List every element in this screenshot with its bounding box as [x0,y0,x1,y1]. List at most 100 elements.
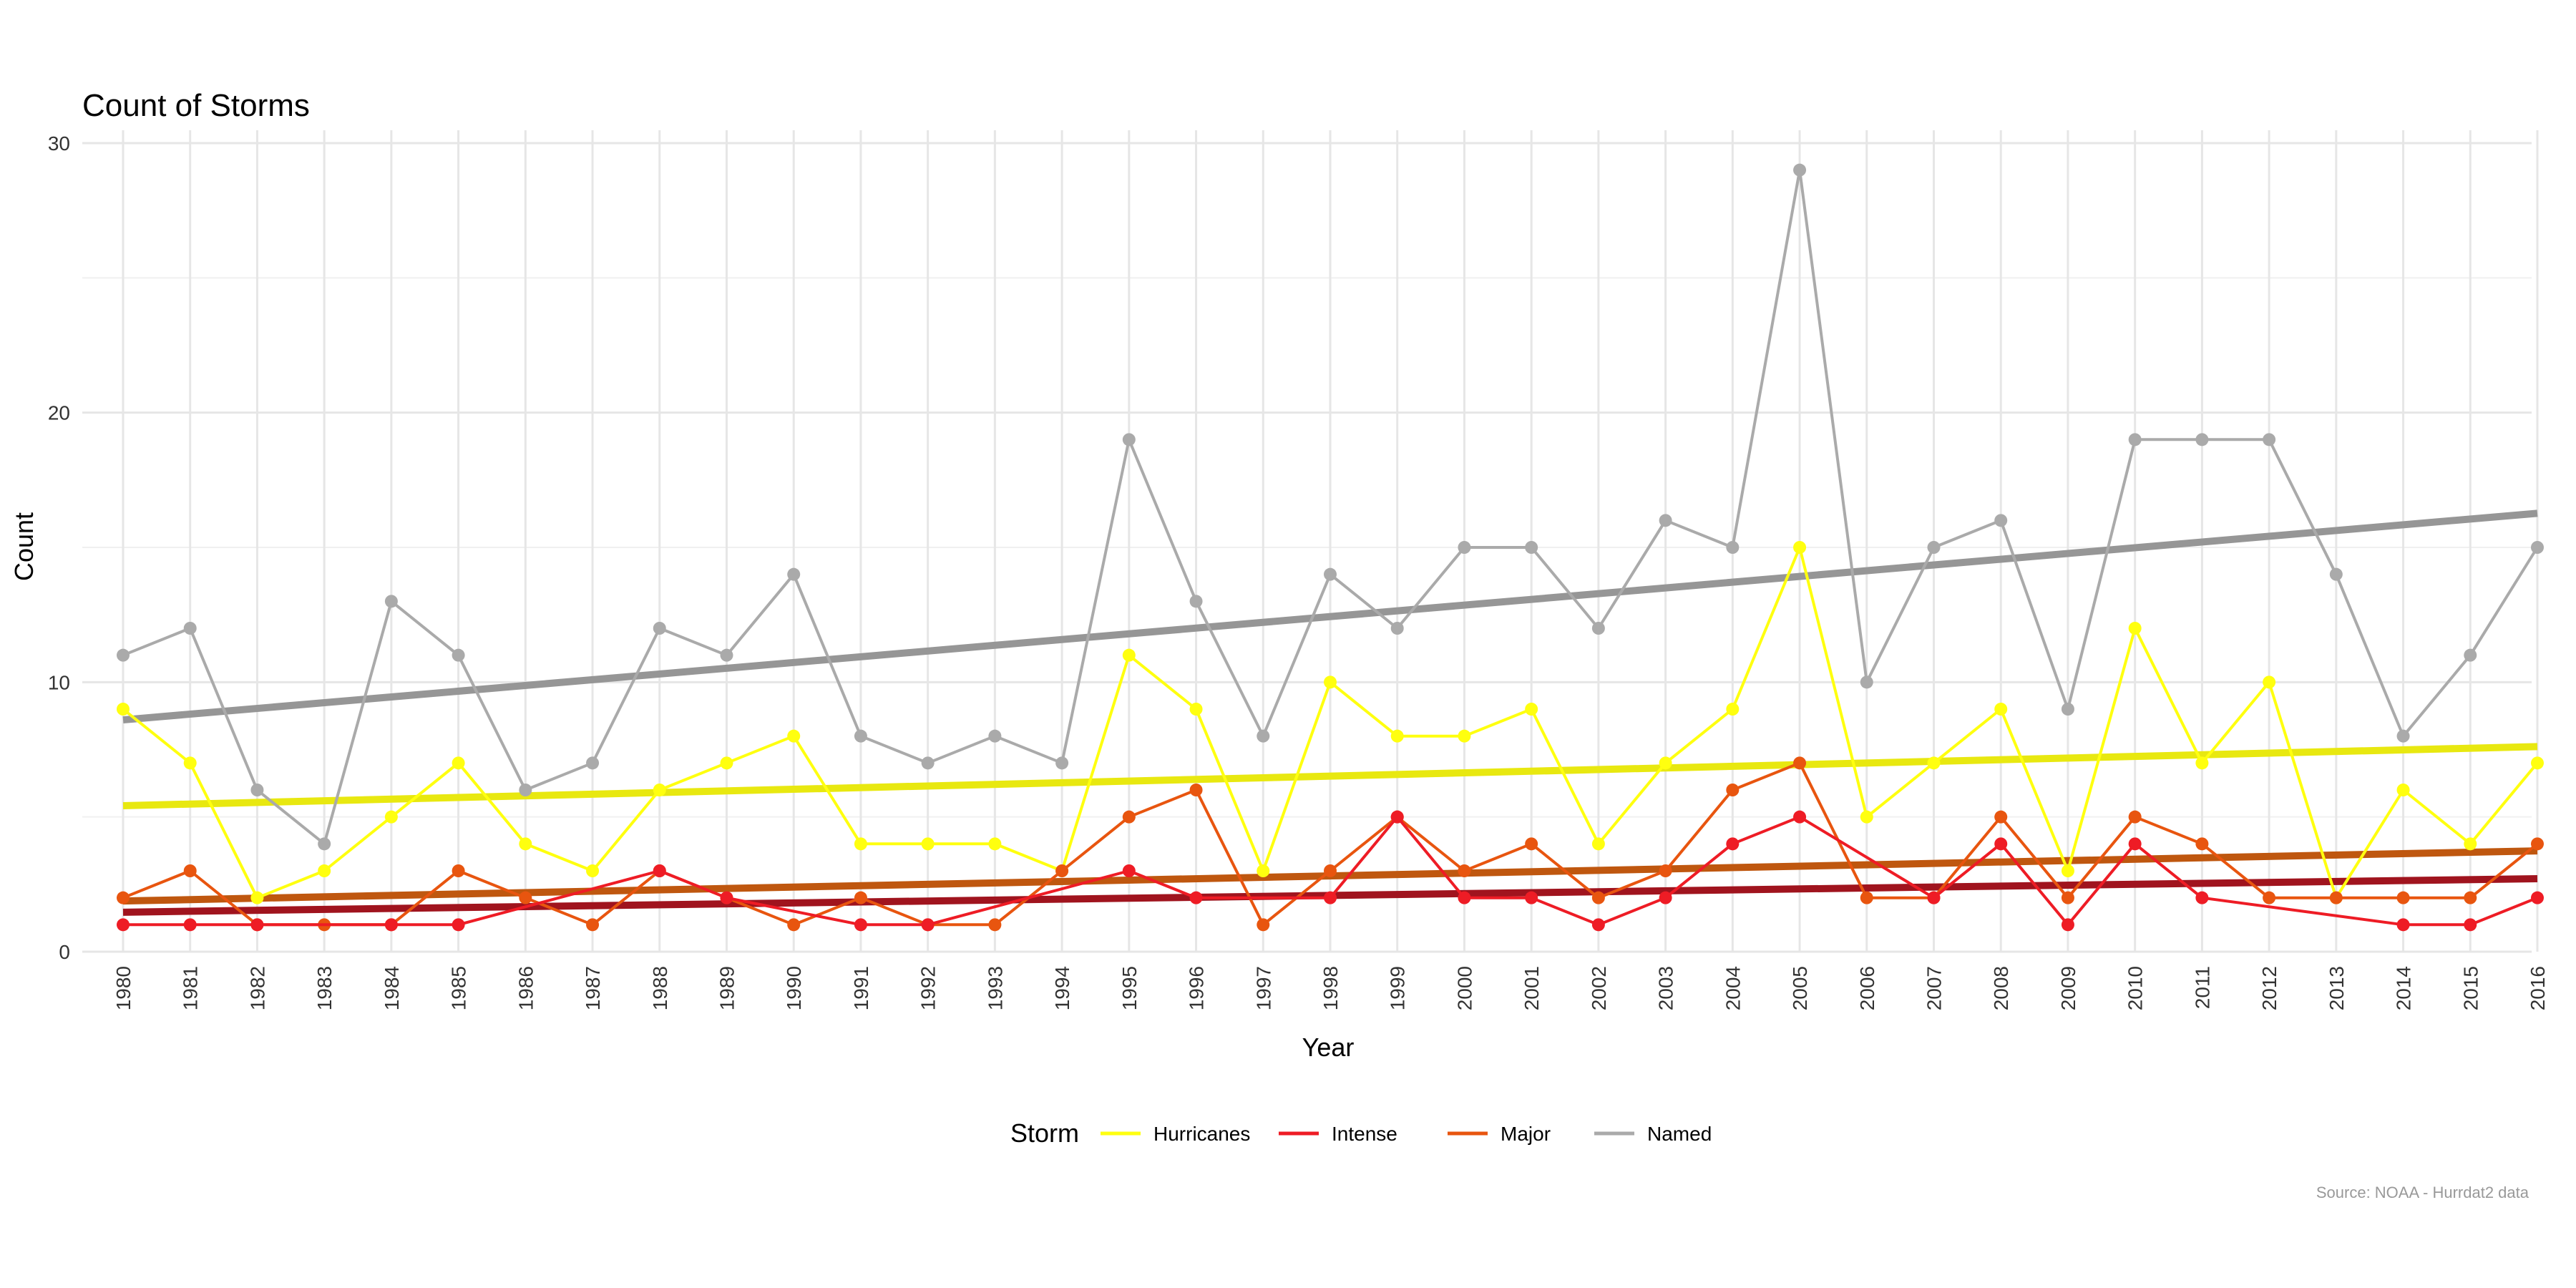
data-point-hurricanes [1726,703,1740,716]
y-tick-label: 0 [59,941,70,963]
data-point-named [2464,648,2477,662]
x-tick-label: 1983 [313,966,336,1010]
data-point-named [1122,433,1136,447]
data-point-intense [1390,810,1404,824]
x-tick-label: 1988 [649,966,671,1010]
x-tick-label: 2007 [1923,966,1946,1010]
data-point-hurricanes [1860,810,1873,824]
y-axis-ticks: 0 10 20 30 [48,132,70,963]
data-point-intense [1591,918,1605,932]
data-point-named [117,648,130,662]
x-tick-label: 1990 [783,966,805,1010]
data-point-hurricanes [1324,675,1337,689]
data-point-named [1927,541,1941,554]
data-point-named [854,729,867,743]
y-tick-label: 10 [48,671,70,693]
data-point-named [921,756,935,770]
data-point-major [1324,864,1337,877]
data-point-major [183,864,197,877]
data-point-named [2531,541,2544,554]
x-tick-label: 2015 [2459,966,2482,1010]
data-point-intense [653,864,666,877]
data-point-named [1458,541,1471,554]
data-point-intense [854,918,867,932]
data-point-named [2128,433,2142,447]
data-point-major [1525,837,1538,851]
x-tick-label: 1991 [850,966,872,1010]
data-point-major [519,891,532,904]
data-point-intense [452,918,465,932]
data-point-major [1257,918,1270,932]
x-tick-label: 2016 [2527,966,2549,1010]
x-tick-label: 2000 [1453,966,1475,1010]
legend-label-major: Major [1501,1123,1551,1145]
data-point-named [1726,541,1740,554]
data-point-intense [2464,918,2477,932]
data-point-major [1458,864,1471,877]
data-point-hurricanes [1994,703,2008,716]
source-caption: Source: NOAA - Hurrdat2 data [2316,1184,2529,1201]
x-tick-label: 1980 [112,966,135,1010]
x-tick-label: 2010 [2124,966,2147,1010]
x-tick-label: 2005 [1789,966,1811,1010]
data-point-hurricanes [1927,756,1941,770]
data-point-hurricanes [452,756,465,770]
data-point-intense [1324,891,1337,904]
data-point-intense [1994,837,2008,851]
x-tick-label: 1987 [582,966,604,1010]
x-tick-label: 1981 [180,966,202,1010]
data-point-hurricanes [653,784,666,796]
x-tick-label: 2006 [1856,966,1878,1010]
data-point-named [1591,622,1605,635]
x-tick-label: 2008 [1990,966,2012,1010]
data-point-hurricanes [1525,703,1538,716]
data-point-major [1055,864,1069,877]
x-tick-label: 2012 [2258,966,2280,1010]
data-point-named [1793,163,1807,177]
data-point-hurricanes [1257,864,1270,877]
legend: Storm Hurricanes Intense Major Named [1010,1118,1712,1148]
data-point-major [2061,891,2074,904]
x-tick-label: 1993 [984,966,1006,1010]
data-point-major [1994,810,2008,824]
data-point-intense [2195,891,2209,904]
x-tick-label: 2011 [2191,966,2213,1009]
data-point-hurricanes [720,756,733,770]
data-point-intense [720,891,733,904]
data-point-hurricanes [854,837,867,851]
data-point-hurricanes [318,864,331,877]
data-point-major [1793,756,1807,770]
data-point-hurricanes [183,756,197,770]
legend-title: Storm [1010,1118,1079,1148]
data-point-named [586,756,600,770]
data-point-intense [1726,837,1740,851]
data-point-hurricanes [519,837,532,851]
data-point-named [720,648,733,662]
data-point-hurricanes [921,837,935,851]
x-tick-label: 2013 [2326,966,2348,1010]
x-tick-label: 2003 [1655,966,1677,1010]
x-tick-label: 1989 [716,966,738,1010]
data-point-hurricanes [1390,729,1404,743]
data-point-hurricanes [250,891,264,904]
data-point-major [2396,891,2410,904]
x-tick-label: 2002 [1588,966,1610,1010]
y-tick-label: 20 [48,402,70,424]
data-point-named [2396,729,2410,743]
data-point-hurricanes [787,729,801,743]
x-tick-label: 1997 [1252,966,1274,1010]
data-point-intense [1793,810,1807,824]
data-point-hurricanes [1189,703,1203,716]
data-point-hurricanes [1591,837,1605,851]
data-point-hurricanes [988,837,1002,851]
data-point-major [1591,891,1605,904]
data-series [117,163,2544,932]
x-tick-label: 2001 [1521,966,1543,1010]
data-point-major [1122,810,1136,824]
grid [82,130,2539,953]
x-tick-label: 1996 [1186,966,1208,1010]
x-tick-label: 1982 [246,966,268,1010]
data-point-named [1390,622,1404,635]
data-point-major [854,891,867,904]
